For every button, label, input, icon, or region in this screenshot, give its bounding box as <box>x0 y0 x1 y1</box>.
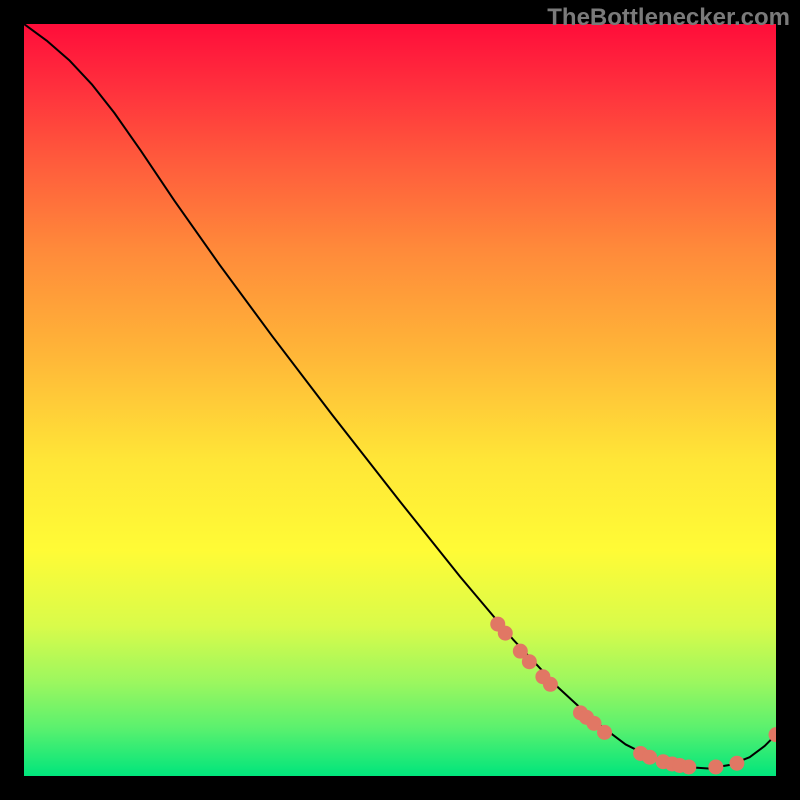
data-marker <box>729 756 744 771</box>
data-marker <box>498 626 513 641</box>
data-marker <box>681 759 696 774</box>
data-marker <box>522 654 537 669</box>
chart-svg <box>24 24 776 776</box>
data-marker <box>708 759 723 774</box>
data-marker <box>543 677 558 692</box>
chart-background <box>24 24 776 776</box>
data-marker <box>597 725 612 740</box>
data-marker <box>642 750 657 765</box>
watermark-text: TheBottlenecker.com <box>547 4 790 32</box>
chart-plot-area <box>24 24 776 776</box>
page-root: TheBottlenecker.com <box>0 0 800 800</box>
